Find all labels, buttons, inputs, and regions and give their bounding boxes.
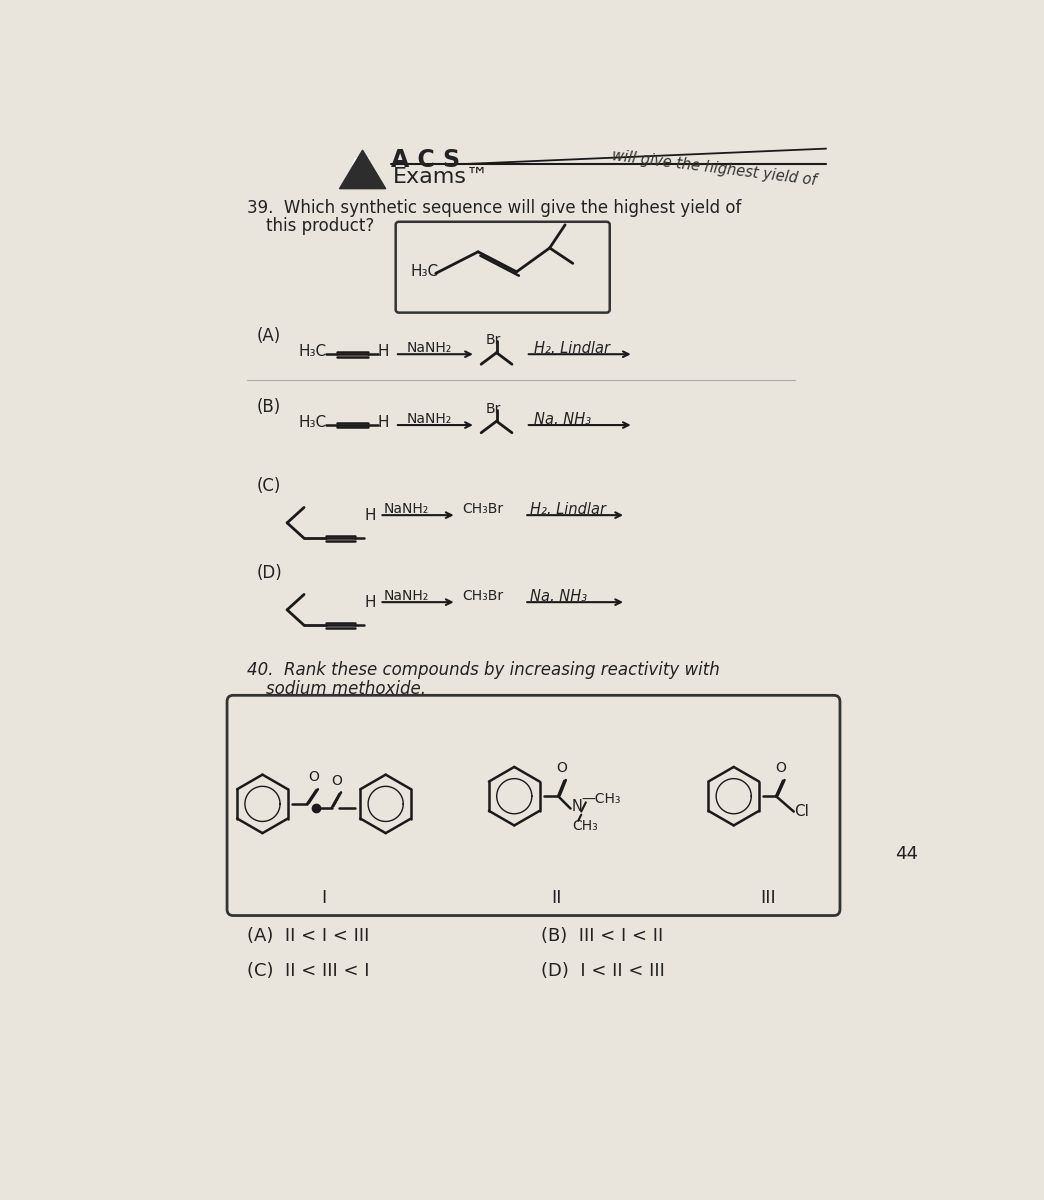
Text: III: III bbox=[760, 888, 777, 906]
Text: —CH₃: —CH₃ bbox=[582, 792, 621, 806]
Text: this product?: this product? bbox=[265, 217, 374, 235]
Text: 44: 44 bbox=[896, 845, 919, 863]
Text: (A)  II < I < III: (A) II < I < III bbox=[247, 928, 370, 946]
Text: NaNH₂: NaNH₂ bbox=[383, 589, 429, 604]
Text: O: O bbox=[308, 770, 318, 784]
Text: (A): (A) bbox=[257, 328, 281, 346]
Text: 39.  Which synthetic sequence will give the highest yield of: 39. Which synthetic sequence will give t… bbox=[247, 199, 741, 217]
Text: (B): (B) bbox=[257, 398, 281, 416]
Text: H₃C: H₃C bbox=[410, 264, 438, 278]
Text: N: N bbox=[571, 799, 583, 815]
Text: sodium methoxide.: sodium methoxide. bbox=[265, 680, 426, 698]
Text: H₃C: H₃C bbox=[299, 344, 327, 360]
Text: H₃C: H₃C bbox=[299, 415, 327, 431]
Text: NaNH₂: NaNH₂ bbox=[406, 412, 452, 426]
Text: CH₃Br: CH₃Br bbox=[462, 589, 504, 604]
Text: (C)  II < III < I: (C) II < III < I bbox=[247, 961, 370, 979]
Text: Br: Br bbox=[485, 402, 501, 416]
Text: (D)  I < II < III: (D) I < II < III bbox=[541, 961, 665, 979]
Text: (C): (C) bbox=[257, 476, 281, 494]
Text: H: H bbox=[364, 508, 376, 523]
Text: A C S: A C S bbox=[392, 148, 460, 172]
Text: Cl: Cl bbox=[794, 804, 809, 820]
Text: O: O bbox=[776, 761, 786, 775]
Text: Exams™: Exams™ bbox=[393, 167, 489, 187]
Text: ACS: ACS bbox=[353, 158, 373, 167]
FancyBboxPatch shape bbox=[227, 695, 840, 916]
Text: I: I bbox=[322, 888, 327, 906]
Text: H₂, Lindlar: H₂, Lindlar bbox=[530, 502, 607, 517]
Text: (B)  III < I < II: (B) III < I < II bbox=[541, 928, 663, 946]
Text: Exams: Exams bbox=[351, 169, 374, 175]
Text: O: O bbox=[556, 761, 568, 775]
Text: H: H bbox=[378, 344, 389, 360]
Text: O: O bbox=[332, 774, 342, 788]
Text: H: H bbox=[378, 415, 389, 431]
Text: CH₃Br: CH₃Br bbox=[462, 502, 504, 516]
Text: will give the highest yield of: will give the highest yield of bbox=[611, 148, 816, 188]
Polygon shape bbox=[339, 150, 385, 188]
FancyBboxPatch shape bbox=[396, 222, 610, 313]
Text: Br: Br bbox=[485, 334, 501, 348]
Text: Na, NH₃: Na, NH₃ bbox=[530, 589, 588, 604]
Text: CH₃: CH₃ bbox=[572, 820, 598, 833]
Text: 40.  Rank these compounds by increasing reactivity with: 40. Rank these compounds by increasing r… bbox=[247, 661, 719, 679]
Text: H: H bbox=[364, 595, 376, 610]
Text: Na, NH₃: Na, NH₃ bbox=[533, 412, 591, 427]
Text: H₂, Lindlar: H₂, Lindlar bbox=[533, 341, 610, 356]
Text: (D): (D) bbox=[257, 564, 282, 582]
Text: NaNH₂: NaNH₂ bbox=[406, 341, 452, 355]
Text: II: II bbox=[551, 888, 562, 906]
Text: NaNH₂: NaNH₂ bbox=[383, 502, 429, 516]
